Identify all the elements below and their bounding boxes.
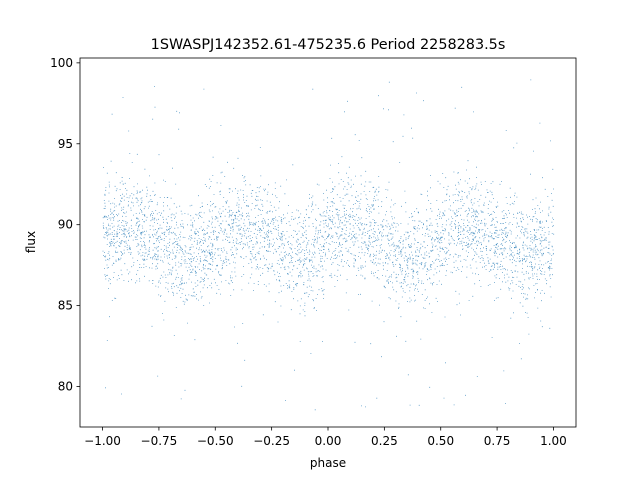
x-tick-label: 0.00 [315, 434, 342, 448]
x-tick-label: 0.50 [427, 434, 454, 448]
x-tick-label: 1.00 [540, 434, 567, 448]
y-tick-label: 95 [58, 137, 73, 151]
x-tick-label: −0.25 [253, 434, 290, 448]
x-tick-label: −0.75 [141, 434, 178, 448]
y-tick-label: 100 [50, 56, 73, 70]
x-tick-label: −1.00 [84, 434, 121, 448]
chart-title: 1SWASPJ142352.61-475235.6 Period 2258283… [151, 37, 506, 53]
data-points [102, 79, 555, 411]
y-axis: 80 85 90 95 100 [50, 56, 80, 394]
y-tick-label: 90 [58, 218, 73, 232]
scatter-points [102, 79, 555, 411]
x-axis: −1.00 −0.75 −0.50 −0.25 0.00 0.25 0.50 0.75 1.00 [84, 427, 567, 448]
y-tick-label: 80 [58, 380, 73, 394]
x-axis-label: phase [310, 456, 346, 470]
x-tick-label: −0.50 [197, 434, 234, 448]
y-tick-label: 85 [58, 299, 73, 313]
x-tick-label: 0.75 [484, 434, 511, 448]
y-axis-label: flux [24, 231, 38, 253]
x-tick-label: 0.25 [371, 434, 398, 448]
